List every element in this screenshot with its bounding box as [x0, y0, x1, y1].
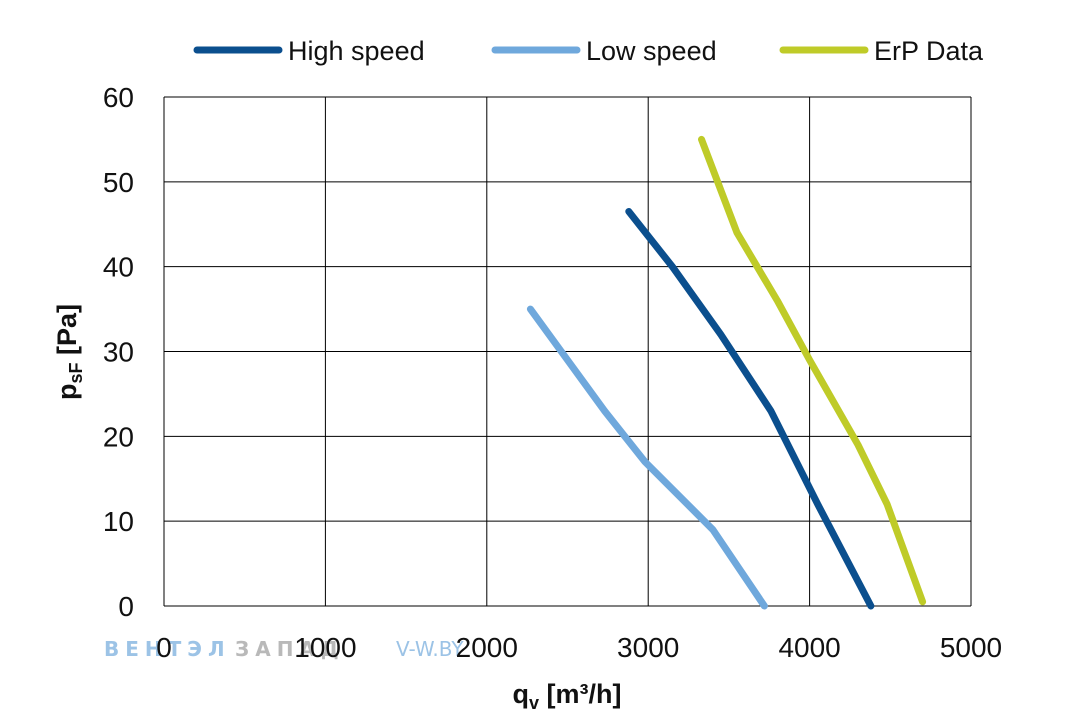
y-tick-label: 60: [103, 82, 134, 113]
x-tick-label: 0: [156, 632, 172, 663]
grid-lines: [163, 96, 972, 607]
legend-label-low-speed: Low speed: [586, 36, 717, 66]
y-tick-label: 0: [118, 591, 134, 622]
y-tick-label: 20: [103, 421, 134, 452]
legend: High speed Low speed ErP Data: [193, 36, 984, 66]
y-axis-label-sub: sF: [66, 363, 86, 384]
legend-label-high-speed: High speed: [288, 36, 425, 66]
watermark-brand-part2: ЗАПАД: [235, 637, 345, 661]
y-axis-label: psF [Pa]: [52, 304, 86, 400]
y-tick-label: 10: [103, 506, 134, 537]
y-axis-label-unit: [Pa]: [52, 304, 82, 363]
series-lines: [526, 135, 927, 610]
series-line-low-speed: [526, 305, 768, 610]
series-line-erp-data: [698, 135, 927, 606]
y-axis-label-main: p: [52, 384, 82, 401]
series-line-high-speed: [625, 208, 875, 610]
x-axis-label-sub: v: [529, 693, 539, 713]
x-tick-label: 5000: [940, 632, 1002, 663]
y-tick-label: 40: [103, 252, 134, 283]
x-tick-label: 3000: [617, 632, 679, 663]
x-tick-labels: 0 1000 2000 3000 4000 5000: [156, 632, 1002, 663]
x-tick-label: 2000: [456, 632, 518, 663]
watermark: ВЕНТЭЛ ЗАПАД V-W.BY: [104, 637, 464, 661]
y-tick-label: 50: [103, 167, 134, 198]
watermark-site: V-W.BY: [396, 637, 464, 661]
x-axis-label: qv [m³/h]: [513, 679, 622, 713]
x-tick-label: 4000: [778, 632, 840, 663]
x-axis-label-main: q: [513, 679, 530, 709]
watermark-brand-part1: ВЕНТЭЛ: [104, 637, 231, 661]
x-tick-label: 1000: [294, 632, 356, 663]
y-tick-labels: 0 10 20 30 40 50 60: [103, 82, 134, 622]
legend-label-erp-data: ErP Data: [874, 36, 984, 66]
y-tick-label: 30: [103, 337, 134, 368]
x-axis-label-unit: [m³/h]: [539, 679, 621, 709]
